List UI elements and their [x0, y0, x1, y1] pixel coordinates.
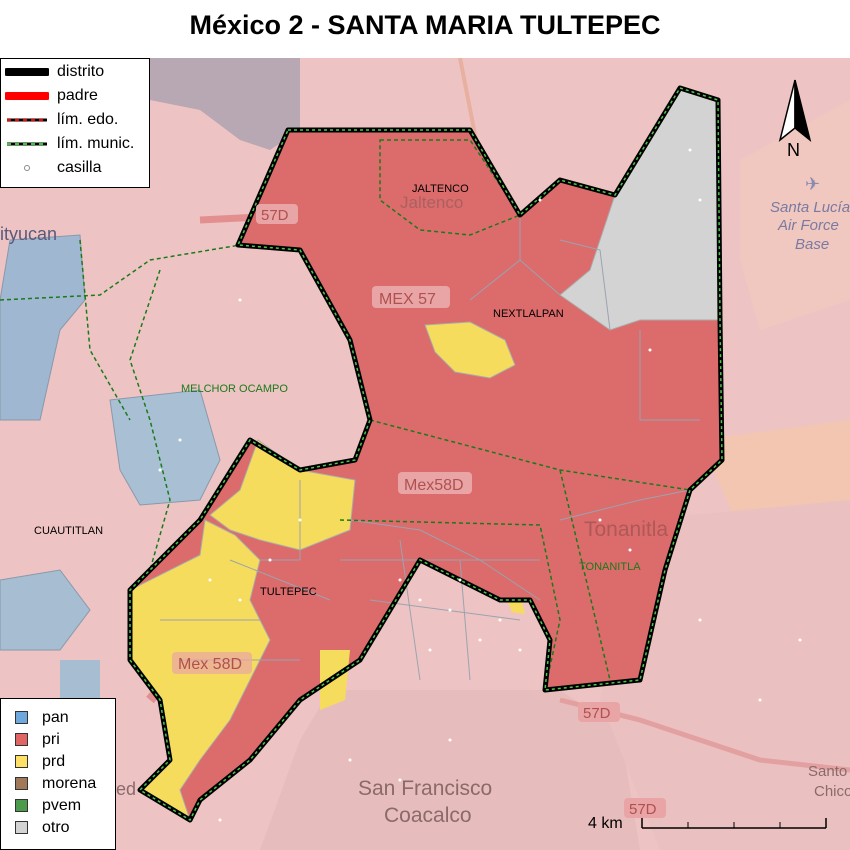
scale-bar: 4 km: [588, 815, 827, 832]
thick-red-line-icon: [5, 92, 49, 100]
municipal-boundaries: [0, 139, 691, 691]
open-circle-icon: [24, 165, 30, 171]
label-coacalco: Coacalco: [384, 804, 472, 827]
label-jaltenco: JALTENCO: [412, 183, 469, 195]
label-santo-2: Chico: [814, 783, 850, 800]
label-cuautitlan: CUAUTITLAN: [34, 525, 103, 537]
legend-label: casilla: [57, 159, 102, 176]
casilla-markers: [158, 148, 802, 822]
party-legend: pan pri prd morena pvem otro: [0, 698, 116, 850]
shield-57d-bottom2: [624, 798, 666, 818]
legend-label: otro: [42, 818, 70, 836]
section-pan-3: [0, 569, 91, 651]
shield-mex58d: [398, 472, 472, 494]
basemap-airbase: [740, 100, 850, 330]
shield-mex57: [372, 286, 450, 308]
label-santo-1: Santo: [808, 763, 847, 780]
section-prd-small: [508, 602, 525, 614]
shield-57d-top: [256, 204, 298, 224]
section-prd-nextlalpan: [424, 321, 516, 379]
north-label: N: [787, 140, 800, 158]
label-57d-top: 57D: [261, 207, 289, 224]
label-airbase-3: Base: [795, 236, 829, 253]
label-tonanitla-town: Tonanitla: [584, 518, 668, 541]
color-swatch: [15, 755, 28, 768]
legend-label: padre: [57, 87, 98, 104]
legend-row-pan: pan: [1, 707, 115, 728]
section-pan-1: [0, 234, 86, 421]
label-airbase-1: Santa Lucía: [770, 199, 850, 216]
legend-row-pvem: pvem: [1, 795, 115, 816]
label-mex58d-lower: Mex 58D: [178, 656, 242, 673]
legend-row-padre: padre: [1, 85, 149, 107]
label-left-edge: ed: [116, 779, 136, 799]
legend-row-prd: prd: [1, 751, 115, 772]
legend-label: lím. munic.: [57, 135, 135, 152]
legend-label: pri: [42, 730, 60, 748]
section-pan-4: [60, 660, 100, 700]
shield-mex58d-lower: [172, 652, 252, 674]
scale-label: 4 km: [588, 815, 623, 832]
thick-black-line-icon: [5, 68, 49, 76]
legend-label: prd: [42, 752, 66, 770]
boundary-legend: distrito padre lím. edo. lím. munic. cas…: [0, 58, 150, 188]
basemap-text: 57D MEX 57 Mex58D Mex 58D 57D 57D Jalten…: [0, 174, 850, 827]
legend-label: morena: [42, 774, 97, 792]
color-swatch: [15, 799, 28, 812]
map-canvas[interactable]: 57D MEX 57 Mex58D Mex 58D 57D 57D Jalten…: [0, 58, 850, 850]
legend-row-otro: otro: [1, 817, 115, 838]
municipality-labels: JALTENCO NEXTLALPAN MELCHOR OCAMPO CUAUT…: [34, 183, 641, 598]
label-mex57: MEX 57: [379, 291, 436, 308]
label-melchor-ocampo: MELCHOR OCAMPO: [181, 383, 288, 395]
section-pan-2: [109, 389, 221, 506]
label-cuautitlan-edge: ityucan: [0, 224, 57, 244]
color-swatch: [15, 733, 28, 746]
label-nextlalpan: NEXTLALPAN: [493, 308, 564, 320]
basemap-urban-south: [260, 690, 640, 850]
legend-row-distrito: distrito: [1, 61, 149, 83]
legend-label: lím. edo.: [57, 111, 119, 128]
label-57d-bottom: 57D: [583, 705, 611, 722]
basemap-lake: [150, 58, 300, 150]
section-prd-tultepec-north: [209, 439, 356, 551]
shield-57d-bottom: [578, 702, 620, 722]
legend-label: distrito: [57, 63, 105, 80]
legend-row-lim-edo: lím. edo.: [1, 109, 149, 131]
legend-row-pri: pri: [1, 729, 115, 750]
dashed-black-green-line-icon: [7, 142, 47, 146]
label-tonanitla: TONANITLA: [579, 561, 641, 573]
color-swatch: [15, 711, 28, 724]
district-pri-area: [130, 88, 722, 820]
color-swatch: [15, 777, 28, 790]
label-jaltenco-town: Jaltenco: [400, 193, 463, 212]
map-title: México 2 - SANTA MARIA TULTEPEC: [189, 10, 661, 40]
legend-row-lim-munic: lím. munic.: [1, 133, 149, 155]
legend-row-casilla: casilla: [1, 157, 149, 179]
airplane-icon: ✈: [805, 174, 820, 194]
label-tultepec: TULTEPEC: [260, 586, 317, 598]
label-airbase-2: Air Force: [777, 217, 839, 234]
legend-row-morena: morena: [1, 773, 115, 794]
label-mex58d: Mex58D: [404, 477, 464, 494]
color-swatch: [15, 821, 28, 834]
section-prd-south: [320, 650, 350, 710]
legend-label: pan: [42, 708, 69, 726]
north-arrow-icon: N: [778, 79, 812, 158]
legend-label: pvem: [42, 796, 82, 814]
district-boundary-inner: [129, 87, 723, 822]
label-57d-bottom2: 57D: [629, 801, 657, 818]
label-san-francisco: San Francisco: [358, 777, 492, 800]
dashed-black-red-line-icon: [7, 118, 47, 122]
section-boundaries: [160, 215, 700, 681]
